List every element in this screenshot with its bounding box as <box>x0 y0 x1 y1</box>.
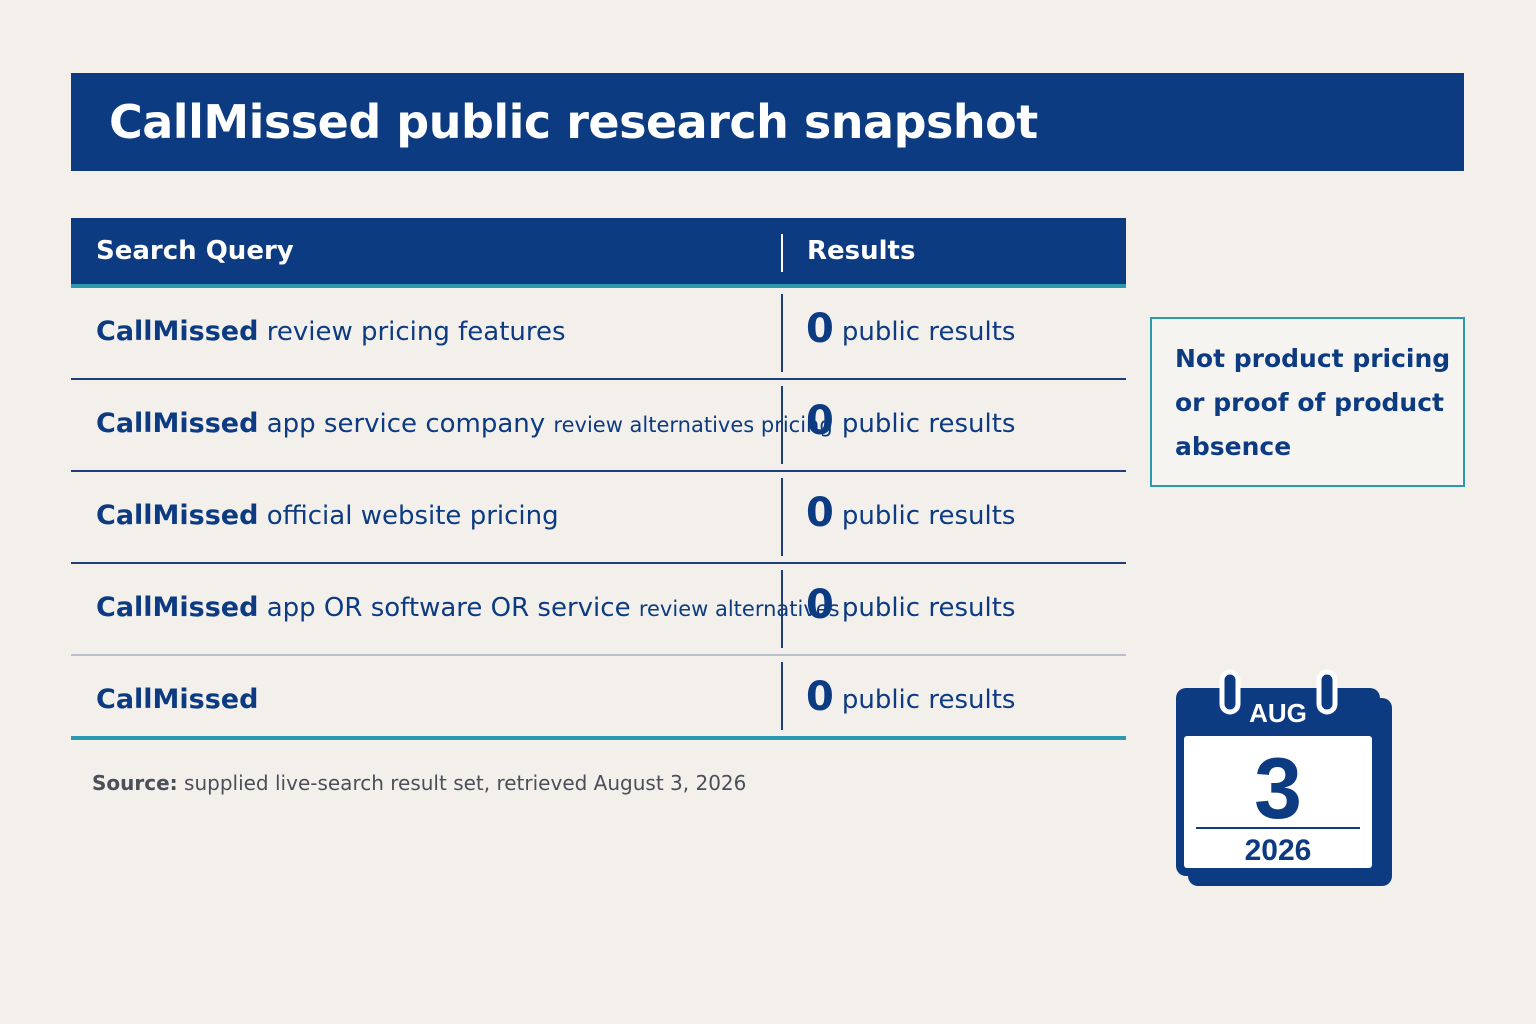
result-count: 0 <box>806 398 834 444</box>
query-cell: CallMissed app OR software OR service re… <box>96 592 840 623</box>
query-text: app OR software OR service <box>266 593 631 623</box>
result-label: public results <box>841 409 1016 439</box>
query-brand: CallMissed <box>96 316 259 347</box>
query-text-small: review alternatives <box>638 597 840 621</box>
disclaimer-line: or proof of product <box>1175 388 1444 417</box>
query-cell: CallMissed official website pricing <box>96 500 559 531</box>
column-divider <box>781 662 783 730</box>
result-count: 0 <box>806 490 834 536</box>
calendar-day: 3 <box>1254 741 1302 837</box>
page-title: CallMissed public research snapshot <box>109 95 1038 149</box>
query-text: app service company <box>266 409 546 439</box>
result-label: public results <box>841 501 1016 531</box>
column-divider <box>781 570 783 648</box>
query-text: official website pricing <box>266 501 559 531</box>
query-cell: CallMissed <box>96 684 258 715</box>
query-cell: CallMissed review pricing features <box>96 316 566 347</box>
source-text: supplied live-search result set, retriev… <box>184 771 747 795</box>
column-divider <box>781 294 783 372</box>
calendar-year: 2026 <box>1245 834 1312 867</box>
query-text-small: review alternatives pricing <box>553 413 833 437</box>
column-divider <box>781 478 783 556</box>
results-cell: 0 public results <box>806 582 1015 628</box>
result-label: public results <box>841 685 1016 715</box>
source-note: Source: supplied live-search result set,… <box>92 771 746 795</box>
disclaimer-line: Not product pricing <box>1175 344 1451 373</box>
title-banner: CallMissed public research snapshot <box>71 73 1464 171</box>
calendar-icon: AUG 3 2026 <box>1176 669 1392 886</box>
result-count: 0 <box>806 306 834 352</box>
query-brand: CallMissed <box>96 684 259 715</box>
results-cell: 0 public results <box>806 490 1015 536</box>
results-cell: 0 public results <box>806 674 1015 720</box>
table-row: CallMissed app service company review al… <box>71 380 1126 472</box>
table-header: Search Query Results <box>71 218 1126 288</box>
table-row: CallMissed official website pricing 0 pub… <box>71 472 1126 564</box>
column-divider <box>781 386 783 464</box>
query-brand: CallMissed <box>96 592 259 623</box>
query-cell: CallMissed app service company review al… <box>96 408 833 439</box>
calendar-month: AUG <box>1249 698 1307 728</box>
query-text: review pricing features <box>266 317 566 347</box>
table-row: CallMissed app OR software OR service re… <box>71 564 1126 656</box>
table-row: CallMissed 0 public results <box>71 656 1126 740</box>
header-divider <box>781 234 783 272</box>
disclaimer-line: absence <box>1175 432 1292 461</box>
results-table: Search Query Results CallMissed review p… <box>71 218 1126 740</box>
result-count: 0 <box>806 674 834 720</box>
result-count: 0 <box>806 582 834 628</box>
table-row: CallMissed review pricing features 0 publ… <box>71 288 1126 380</box>
result-label: public results <box>841 593 1016 623</box>
header-search-query: Search Query <box>96 236 294 266</box>
disclaimer-box: Not product pricing or proof of product … <box>1150 317 1465 487</box>
results-cell: 0 public results <box>806 398 1015 444</box>
query-brand: CallMissed <box>96 500 259 531</box>
results-cell: 0 public results <box>806 306 1015 352</box>
header-results: Results <box>807 236 916 266</box>
query-brand: CallMissed <box>96 408 259 439</box>
result-label: public results <box>841 317 1016 347</box>
source-label: Source: <box>92 771 178 795</box>
